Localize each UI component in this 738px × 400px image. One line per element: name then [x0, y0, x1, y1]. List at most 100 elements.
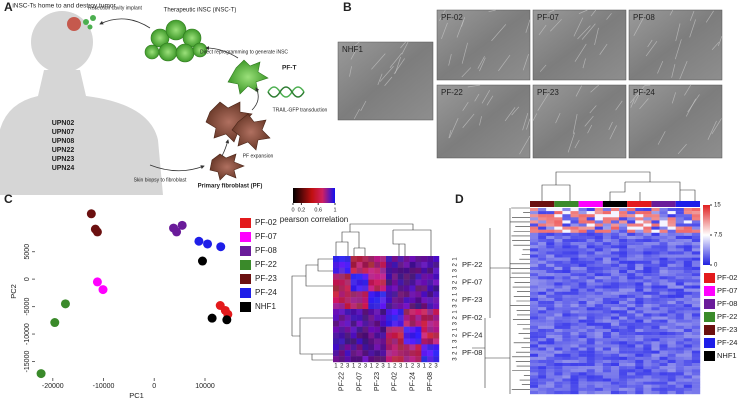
micrograph-label: PF-24 [633, 88, 655, 97]
heatmap-cell [619, 390, 628, 395]
heatmap-cell [675, 350, 685, 354]
heatmap-cell [538, 390, 547, 395]
column-label: PF-02 [392, 372, 399, 391]
legend-swatch [240, 302, 251, 312]
heatmap-cell [586, 347, 595, 351]
heatmap-cell [627, 288, 636, 292]
heatmap-cell [344, 261, 351, 268]
heatmap-cell [538, 366, 547, 370]
heatmap-cell [350, 297, 357, 304]
heatmap-cell [683, 353, 693, 357]
heatmap-cell [691, 288, 701, 292]
heatmap-cell [554, 260, 563, 264]
heatmap-cell [675, 341, 685, 345]
heatmap-cell [578, 297, 587, 302]
heatmap-cell [403, 303, 410, 310]
heatmap-cell [391, 338, 398, 345]
heatmap-cell [391, 309, 398, 316]
heatmap-cell [562, 279, 571, 283]
heatmap-cell [627, 369, 636, 373]
column-label: PF-07 [356, 372, 363, 391]
heatmap-cell [578, 285, 587, 289]
cell-texture [379, 66, 394, 82]
heatmap-cell [554, 297, 563, 302]
heatmap-cell [338, 314, 345, 321]
heatmap-cell [578, 273, 587, 277]
heatmap-cell [562, 322, 571, 326]
heatmap-cell [683, 254, 693, 258]
heatmap-cell [627, 232, 636, 237]
heatmap-cell [570, 366, 579, 370]
heatmap-cell [530, 328, 539, 333]
heatmap-cell [578, 328, 587, 333]
replicate-label: 1 [405, 364, 409, 370]
heatmap-cell [683, 214, 693, 218]
heatmap-cell [415, 314, 422, 321]
heatmap-cell [538, 375, 547, 379]
heatmap-cell [586, 366, 595, 370]
point [50, 318, 60, 328]
heatmap-cell [675, 276, 685, 280]
heatmap-cell [651, 223, 660, 227]
heatmap-cell [610, 242, 620, 246]
heatmap-cell [380, 285, 387, 292]
heatmap-cell [627, 245, 636, 249]
heatmap-cell [651, 316, 660, 320]
heatmap-cell [619, 291, 628, 295]
heatmap-cell [397, 309, 404, 316]
heatmap-cell [651, 251, 660, 255]
cell-texture [400, 41, 406, 49]
heatmap-cell [667, 211, 676, 215]
heatmap-cell [530, 291, 539, 295]
heatmap-cell [368, 285, 375, 292]
cell-texture [645, 41, 658, 57]
heatmap-cell [530, 223, 539, 227]
heatmap-cell [627, 235, 636, 240]
heatmap-cell [675, 270, 685, 274]
heatmap-cell [610, 254, 620, 258]
heatmap-cell [610, 279, 620, 283]
heatmap-cell [546, 375, 555, 379]
heatmap-cell [659, 266, 668, 271]
cell-texture [504, 107, 516, 122]
heatmap-cell [421, 344, 428, 351]
heatmap-cell [651, 285, 660, 289]
heatmap-cell [667, 359, 676, 364]
heatmap-cell [578, 338, 587, 342]
cell-texture [675, 23, 681, 42]
heatmap-cell [635, 297, 644, 302]
heatmap-cell [602, 347, 612, 351]
heatmap-cell [659, 257, 668, 261]
heatmap-cell [602, 288, 612, 292]
heatmap-cell [643, 266, 652, 271]
caption: Primary fibroblast (PF) [198, 184, 263, 190]
heatmap-cell [362, 320, 369, 327]
heatmap-cell [675, 245, 685, 249]
heatmap-cell [610, 248, 620, 252]
heatmap-cell [415, 303, 422, 310]
heatmap-cell [554, 335, 563, 339]
heatmap-cell [554, 332, 563, 336]
heatmap-cell [675, 347, 685, 351]
heatmap-cell [421, 314, 428, 321]
heatmap-cell [602, 254, 612, 258]
heatmap-cell [546, 235, 555, 240]
legend-swatch [704, 338, 715, 348]
heatmap-cell [538, 378, 547, 382]
heatmap-cell [554, 316, 563, 320]
heatmap-cell [610, 266, 620, 271]
heatmap-cell [427, 297, 434, 304]
cell-texture [538, 24, 547, 36]
heatmap-cell [691, 341, 701, 345]
heatmap-cell [433, 291, 440, 298]
heatmap-cell [667, 288, 676, 292]
heatmap-cell [594, 304, 604, 308]
heatmap-cell [602, 235, 612, 240]
heatmap-cell [570, 211, 579, 215]
heatmap-cell [433, 320, 440, 327]
heatmap-cell [530, 217, 539, 221]
heatmap-cell [619, 270, 628, 274]
heatmap-cell [635, 294, 644, 299]
heatmap-cell [570, 372, 579, 376]
heatmap-cell [675, 372, 685, 376]
